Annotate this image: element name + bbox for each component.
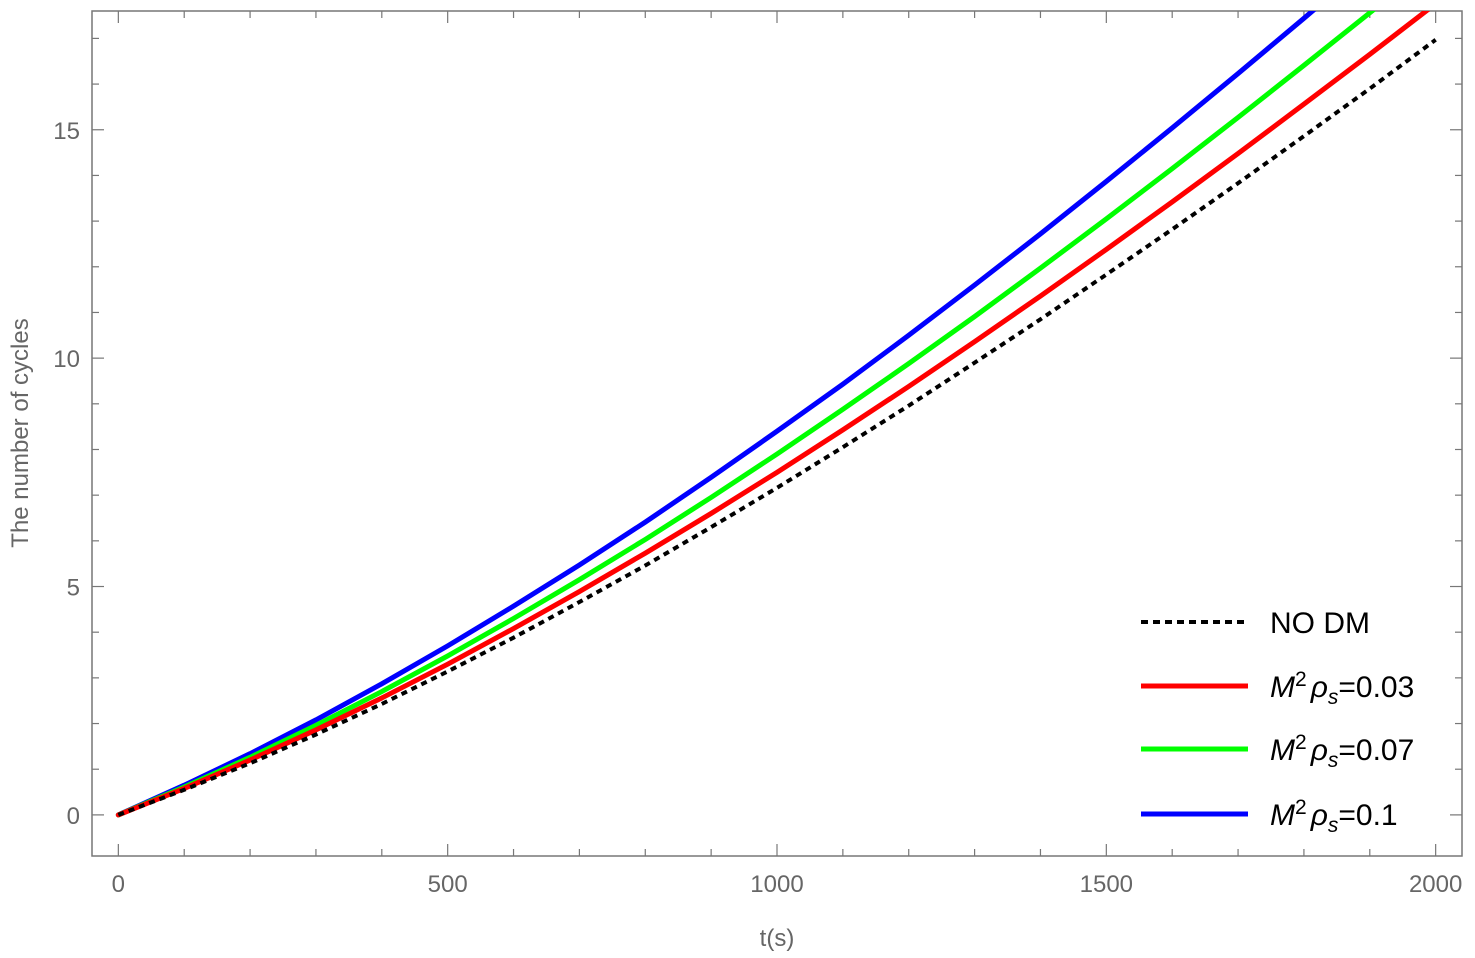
series-line-1: [115, 11, 1431, 818]
legend: NO DM M2 ρs=0.03 M2 ρs=0.07 M2 ρs=0.1: [1141, 607, 1414, 837]
axis-tick-labels: 0 500 1000 1500 2000 0 5 10 15: [53, 118, 1462, 898]
legend-label-1: M2 ρs=0.03: [1270, 668, 1414, 709]
series-line-3: [115, 11, 1317, 818]
x-axis-label: t(s): [760, 925, 795, 952]
x-tick-label: 500: [428, 871, 468, 898]
x-tick-label: 0: [112, 871, 125, 898]
y-tick-label: 15: [53, 118, 80, 145]
x-tick-label: 2000: [1409, 871, 1462, 898]
y-tick-label: 10: [53, 346, 80, 373]
x-tick-label: 1500: [1080, 871, 1133, 898]
legend-label-3: M2 ρs=0.1: [1270, 796, 1398, 837]
legend-label-0: NO DM: [1270, 607, 1370, 640]
axis-ticks: [92, 11, 1462, 856]
y-tick-label: 0: [67, 803, 80, 830]
y-axis-label: The number of cycles: [7, 318, 34, 547]
legend-label-2: M2 ρs=0.07: [1270, 731, 1414, 772]
y-tick-label: 5: [67, 575, 80, 602]
series-layer: [115, 11, 1437, 818]
series-line-2: [115, 11, 1376, 818]
x-tick-label: 1000: [750, 871, 803, 898]
